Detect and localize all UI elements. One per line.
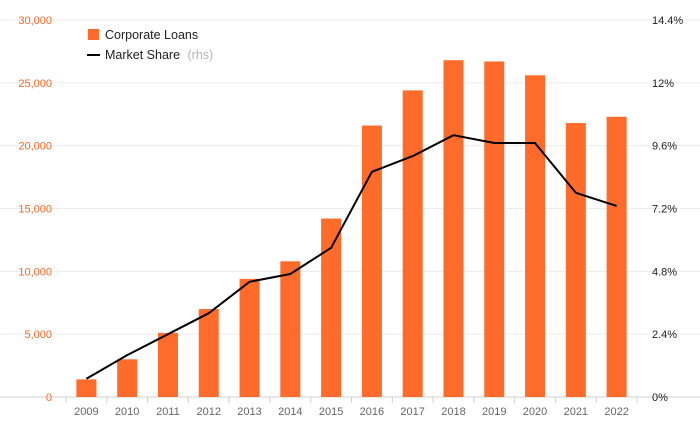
x-tick-label-2014: 2014: [278, 406, 302, 418]
x-tick-label-2018: 2018: [441, 406, 465, 418]
left-tick-label: 0: [46, 392, 52, 404]
left-tick-label: 15,000: [18, 204, 52, 216]
bar-2017: [402, 90, 423, 397]
bar-2018: [443, 60, 464, 398]
bar-2013: [239, 278, 260, 397]
x-tick-label-2009: 2009: [74, 406, 98, 418]
x-tick-label-2012: 2012: [197, 406, 221, 418]
bar-series-corporate-loans: [76, 60, 627, 398]
legend-label-market-share: Market Share (rhs): [105, 48, 213, 62]
legend-label-corporate-loans: Corporate Loans: [105, 28, 198, 42]
bar-2022: [606, 116, 627, 397]
right-tick-label: 4.8%: [652, 266, 677, 278]
market-share-line: [85, 134, 617, 380]
bar-2009: [76, 379, 97, 397]
x-tick-label-2015: 2015: [319, 406, 343, 418]
line-series-market-share: [85, 134, 617, 380]
bar-2011: [157, 332, 178, 397]
right-tick-label: 2.4%: [652, 329, 677, 341]
right-tick-label: 12%: [652, 78, 674, 90]
left-tick-label: 25,000: [18, 78, 52, 90]
legend-label-market-share-text: Market Share: [105, 48, 180, 62]
left-tick-label: 5,000: [24, 329, 52, 341]
legend-swatch-corporate-loans: [88, 29, 99, 40]
x-tick-label-2011: 2011: [156, 406, 180, 418]
x-tick-label-2019: 2019: [482, 406, 506, 418]
x-axis-ticks: 2009 2010 2011 2012 2013 2014 2015 2016 2017 2018…: [74, 406, 629, 418]
x-tick-label-2013: 2013: [237, 406, 261, 418]
right-tick-label: 14.4%: [652, 15, 683, 27]
bar-2021: [565, 123, 586, 398]
x-tick-label-2020: 2020: [523, 406, 547, 418]
x-tick-label-2010: 2010: [115, 406, 139, 418]
bar-2014: [280, 261, 301, 397]
right-tick-label: 0%: [652, 392, 668, 404]
x-tick-label-2022: 2022: [604, 406, 628, 418]
legend: Corporate Loans Market Share (rhs): [87, 28, 213, 62]
bar-2019: [484, 61, 505, 397]
bar-2020: [525, 75, 546, 397]
right-axis-ticks: 0% 2.4% 4.8% 7.2% 9.6% 12% 14.4%: [652, 15, 683, 404]
right-tick-label: 9.6%: [652, 141, 677, 153]
x-tick-label-2016: 2016: [360, 406, 384, 418]
left-tick-label: 20,000: [18, 141, 52, 153]
bar-2016: [361, 125, 382, 397]
left-tick-label: 30,000: [18, 15, 52, 27]
bar-2012: [198, 309, 219, 397]
right-tick-label: 7.2%: [652, 204, 677, 216]
legend-label-market-share-suffix: (rhs): [188, 48, 214, 62]
left-tick-label: 10,000: [18, 266, 52, 278]
x-tick-label-2021: 2021: [564, 406, 588, 418]
x-tick-label-2017: 2017: [400, 406, 424, 418]
left-axis-ticks: 0 5,000 10,000 15,000 20,000 25,000 30,000: [18, 15, 52, 404]
gridlines: [0, 19, 700, 403]
bar-2015: [321, 218, 342, 397]
bar-2010: [117, 359, 138, 397]
